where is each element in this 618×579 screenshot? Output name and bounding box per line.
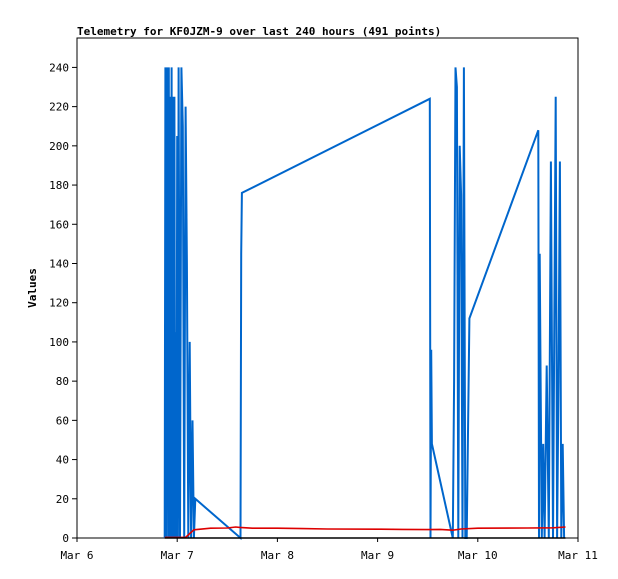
x-tick-label: Mar 8 (261, 549, 294, 562)
y-tick-label: 120 (49, 297, 69, 310)
y-axis-label: Values (26, 268, 39, 308)
x-tick-label: Mar 7 (161, 549, 194, 562)
plot-area (76, 37, 579, 539)
y-tick-label: 0 (62, 532, 69, 545)
y-tick-label: 140 (49, 257, 69, 270)
y-tick-label: 220 (49, 101, 69, 114)
series-line-1 (163, 67, 566, 541)
y-tick-label: 200 (49, 140, 69, 153)
x-axis: Mar 6 Mar 7 Mar 8 Mar 9 Mar 10 Mar 11 (60, 538, 598, 562)
series-line-2 (164, 526, 566, 539)
x-tick-label: Mar 11 (558, 549, 598, 562)
chart-title: Telemetry for KF0JZM-9 over last 240 hou… (77, 25, 441, 38)
y-tick-label: 80 (56, 375, 69, 388)
x-tick-label: Mar 10 (458, 549, 498, 562)
x-tick-label: Mar 6 (60, 549, 93, 562)
y-tick-label: 180 (49, 179, 69, 192)
y-tick-label: 40 (56, 454, 69, 467)
y-tick-label: 240 (49, 61, 69, 74)
y-tick-label: 100 (49, 336, 69, 349)
y-tick-label: 20 (56, 493, 69, 506)
y-tick-label: 160 (49, 218, 69, 231)
x-tick-label: Mar 9 (361, 549, 394, 562)
y-axis: 0 20 40 60 80 100 120 140 160 180 200 220 240 (49, 61, 77, 545)
y-tick-label: 60 (56, 414, 69, 427)
series-layer (163, 67, 566, 541)
